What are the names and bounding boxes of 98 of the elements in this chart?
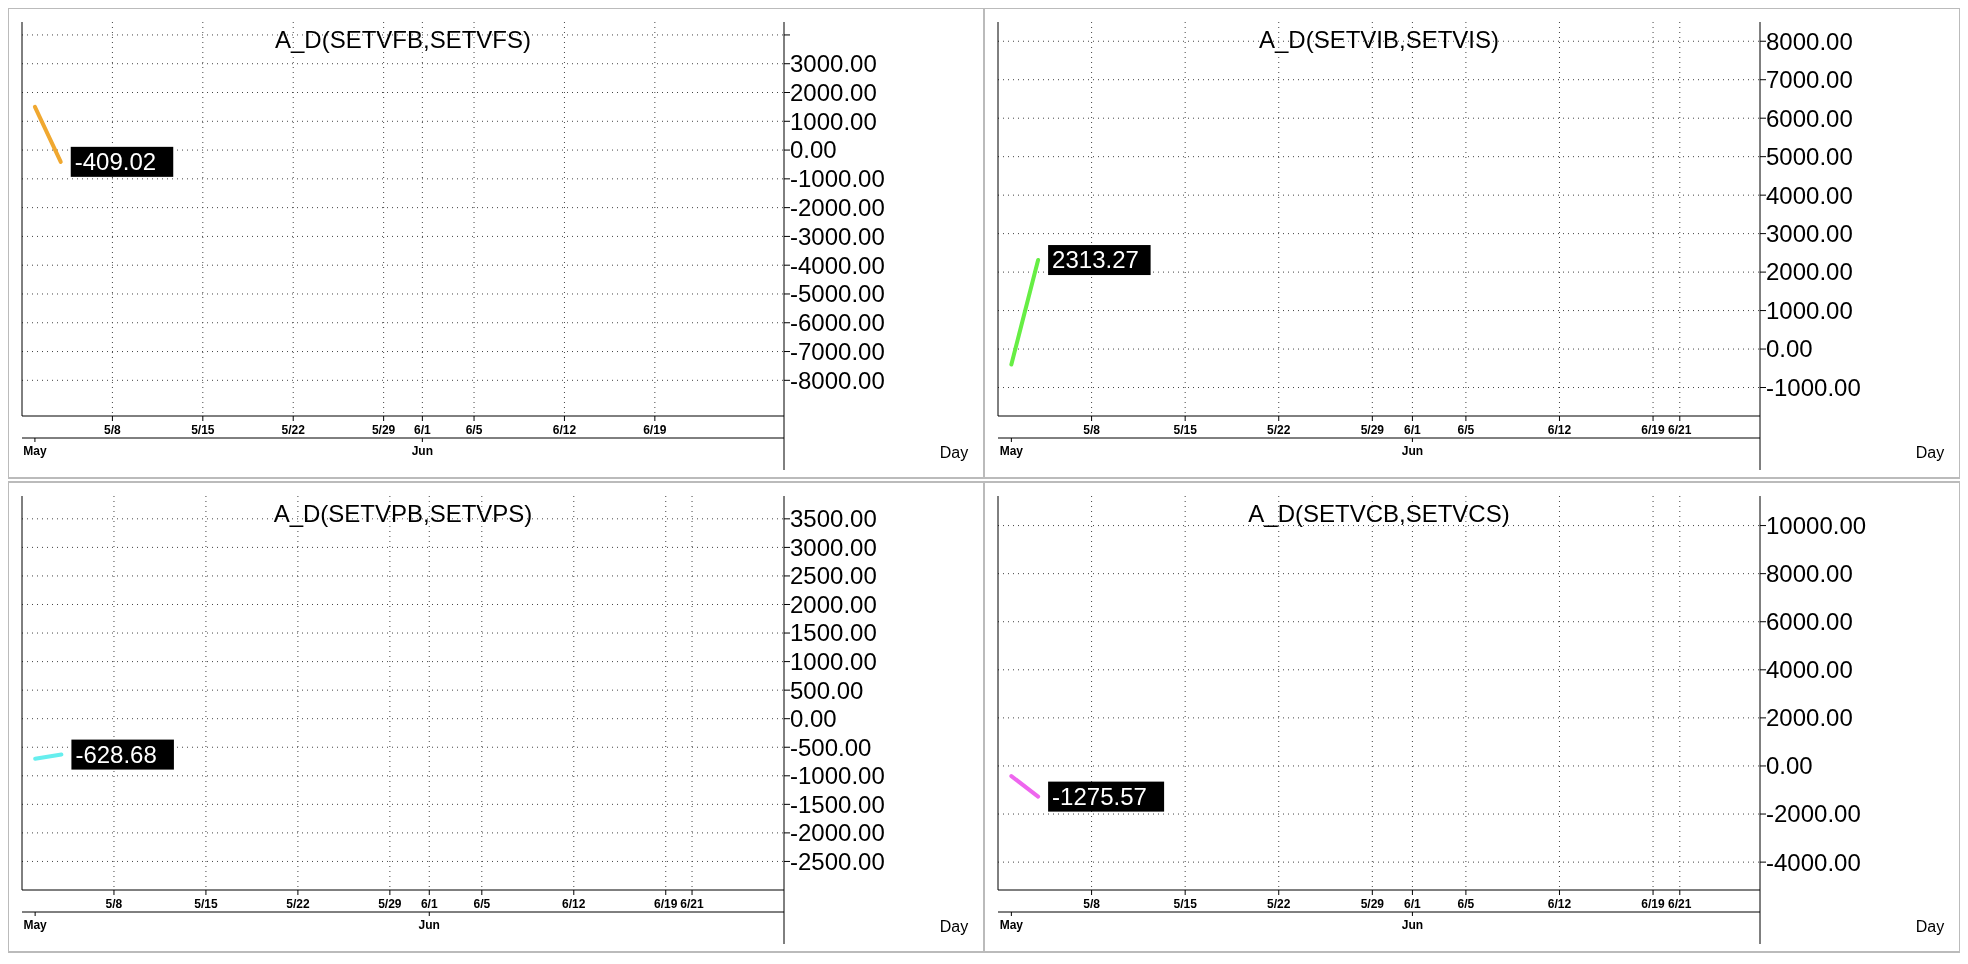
annotation: -628.68	[75, 740, 157, 768]
x-tick-label: 5/29	[1360, 897, 1385, 911]
x-tick-label: 5/8	[104, 423, 122, 437]
y-tick-label: 500.00	[790, 676, 864, 704]
y-tick-label: 4000.00	[1766, 181, 1853, 209]
x-axis-title: Day	[1915, 918, 1945, 935]
x2-tick-label: May	[23, 444, 47, 458]
x-tick-label: 5/15	[191, 423, 215, 437]
x-tick-label: 6/19	[654, 897, 678, 911]
y-tick-label: 0.00	[1766, 335, 1813, 363]
y-tick-label: 4000.00	[1766, 656, 1853, 684]
x2-tick-label: May	[23, 918, 48, 932]
x-tick-label: 5/8	[1083, 423, 1101, 437]
x-tick-label: 6/12	[562, 897, 586, 911]
x-tick-label: 6/5	[465, 423, 483, 437]
y-tick-label: -500.00	[790, 733, 872, 761]
x-tick-label: 6/21	[1668, 423, 1692, 437]
x2-tick-label: Jun	[411, 444, 434, 458]
x-tick-label: 6/19	[1641, 897, 1666, 911]
y-tick-label: -2000.00	[790, 819, 885, 847]
y-tick-label: -4000.00	[790, 251, 885, 279]
x-tick-label: 5/15	[1173, 897, 1198, 911]
y-tick-label: -4000.00	[1766, 848, 1861, 876]
y-tick-label: -2500.00	[790, 847, 885, 875]
y-tick-label: 5000.00	[1766, 143, 1853, 171]
annotation: -409.02	[74, 148, 157, 176]
y-tick-label: 8000.00	[1766, 560, 1853, 588]
y-tick-label: -6000.00	[790, 309, 885, 337]
x-tick-label: 5/22	[1267, 423, 1291, 437]
y-tick-label: -8000.00	[790, 366, 885, 394]
x-axis-title: Day	[939, 444, 969, 461]
x-tick-label: 6/5	[1457, 897, 1475, 911]
y-tick-label: 0.00	[790, 136, 837, 164]
y-tick-label: -2000.00	[790, 194, 885, 222]
y-tick-label: 6000.00	[1766, 104, 1853, 132]
chart-title: A_D(SETVIB,SETVIS)	[1258, 26, 1500, 53]
y-tick-label: 1000.00	[1766, 296, 1853, 324]
y-tick-label: 2000.00	[790, 590, 877, 618]
x2-tick-label: Jun	[1401, 444, 1424, 458]
y-tick-label: -7000.00	[790, 337, 885, 365]
x-tick-label: 6/5	[1457, 423, 1475, 437]
x-tick-label: 6/12	[1547, 423, 1572, 437]
x-tick-label: 6/19	[643, 423, 667, 437]
y-tick-label: 2000.00	[1766, 704, 1853, 732]
x-tick-label: 6/19	[1641, 423, 1666, 437]
x-tick-label: 6/5	[473, 897, 491, 911]
x-tick-label: 5/15	[194, 897, 218, 911]
y-tick-label: -5000.00	[790, 280, 885, 308]
x2-tick-label: May	[999, 918, 1024, 932]
annotation: 2313.27	[1052, 246, 1139, 274]
x-tick-label: 5/29	[371, 423, 396, 437]
y-tick-label: 3000.00	[790, 50, 877, 78]
x-tick-label: 5/8	[105, 897, 123, 911]
y-tick-label: -1500.00	[790, 790, 885, 818]
y-tick-label: -2000.00	[1766, 800, 1861, 828]
x-axis-title: Day	[939, 918, 969, 935]
x-tick-label: 6/21	[680, 897, 705, 911]
y-tick-label: 1000.00	[790, 107, 877, 135]
x2-tick-label: Jun	[418, 918, 440, 932]
x-tick-label: 5/29	[1360, 423, 1385, 437]
x-tick-label: 5/22	[286, 897, 310, 911]
y-tick-label: 10000.00	[1766, 511, 1867, 539]
y-tick-label: 2000.00	[1766, 258, 1853, 286]
chart-title: A_D(SETVPB,SETVPS)	[273, 500, 533, 527]
y-tick-label: 3000.00	[790, 533, 877, 561]
y-tick-label: -1000.00	[790, 762, 885, 790]
x2-tick-label: May	[999, 444, 1024, 458]
x-tick-label: 5/15	[1173, 423, 1198, 437]
y-tick-label: 1500.00	[790, 619, 877, 647]
y-tick-label: 1000.00	[790, 647, 877, 675]
y-tick-label: -1000.00	[1766, 373, 1861, 401]
x-tick-label: 6/1	[414, 423, 432, 437]
y-tick-label: -1000.00	[790, 165, 885, 193]
y-tick-label: 3500.00	[790, 505, 877, 533]
y-tick-label: 7000.00	[1766, 66, 1853, 94]
x-tick-label: 5/22	[1267, 897, 1291, 911]
x-tick-label: 6/12	[1547, 897, 1572, 911]
y-tick-label: 0.00	[790, 705, 837, 733]
y-tick-label: 8000.00	[1766, 27, 1853, 55]
x-tick-label: 6/1	[420, 897, 438, 911]
y-tick-label: -3000.00	[790, 222, 885, 250]
x-tick-label: 5/22	[281, 423, 306, 437]
x2-tick-label: Jun	[1401, 918, 1424, 932]
y-tick-label: 0.00	[1766, 752, 1813, 780]
annotation: -1275.57	[1052, 783, 1147, 811]
x-tick-label: 6/1	[1404, 423, 1422, 437]
chart-title: A_D(SETVFB,SETVFS)	[274, 26, 532, 53]
y-tick-label: 3000.00	[1766, 220, 1853, 248]
x-tick-label: 6/21	[1668, 897, 1692, 911]
x-axis-title: Day	[1915, 444, 1945, 461]
x-tick-label: 6/12	[552, 423, 577, 437]
x-tick-label: 5/29	[378, 897, 402, 911]
x-tick-label: 6/1	[1404, 897, 1422, 911]
y-tick-label: 2000.00	[790, 78, 877, 106]
chart-title: A_D(SETVCB,SETVCS)	[1248, 500, 1510, 527]
y-tick-label: 6000.00	[1766, 608, 1853, 636]
y-tick-label: 2500.00	[790, 562, 877, 590]
x-tick-label: 5/8	[1083, 897, 1101, 911]
